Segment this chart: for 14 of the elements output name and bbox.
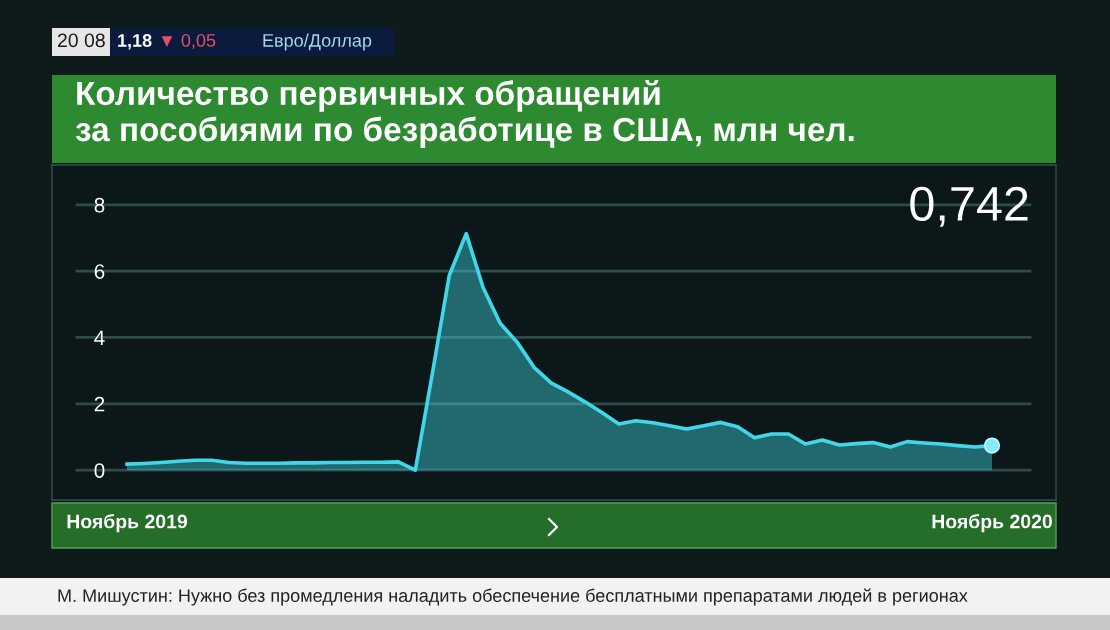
annotation: 0,742 bbox=[910, 186, 1028, 227]
text: ▼ 0,05 bbox=[161, 34, 216, 49]
y-tick-label: 4 bbox=[94, 330, 105, 346]
text: М. Мишустин: Нужно без промедления наладить обеспечение бесплатными препаратами людей в регионах bbox=[58, 588, 968, 606]
x-tick-label: Ноябрь 2019 bbox=[67, 513, 188, 533]
y-tick-label: 0 bbox=[94, 463, 105, 478]
y-tick-label: 6 bbox=[94, 264, 105, 279]
y-tick-label: 8 bbox=[94, 197, 105, 213]
text: 1,18 bbox=[118, 34, 152, 50]
chart-title: Количество первичных обращений за пособиями по безработице в США, млн чел. bbox=[75, 80, 854, 148]
x-tick-label: Ноябрь 2020 bbox=[932, 513, 1052, 533]
text: Евро/Доллар bbox=[263, 33, 372, 51]
text: 20 08 bbox=[57, 33, 105, 48]
y-tick-label: 2 bbox=[94, 396, 105, 412]
